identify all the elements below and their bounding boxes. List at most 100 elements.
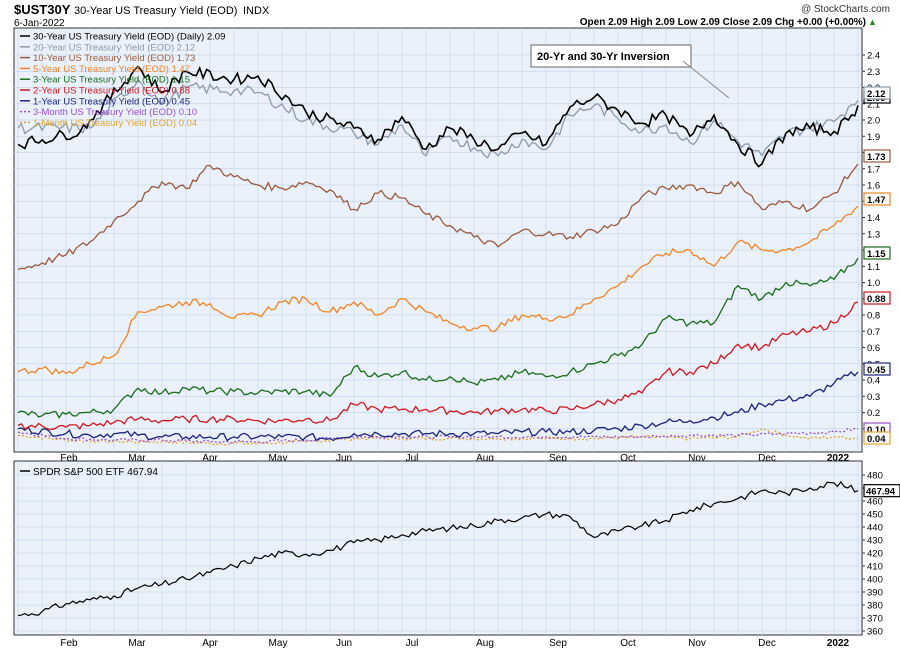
spy-grid — [14, 461, 862, 635]
yield-last-value-tags: 2.092.121.731.471.150.880.450.100.04 — [863, 86, 891, 445]
spy-tick-label: 440 — [867, 523, 883, 534]
yield-x-tick-label: Mar — [128, 453, 146, 464]
yield-x-tick-label: Dec — [758, 453, 776, 464]
yield-tick-label: 2.0 — [867, 116, 880, 127]
yield-tick-label: 0.6 — [867, 343, 880, 354]
spy-tick-label: 480 — [867, 471, 883, 482]
yield-legend: 30-Year US Treasury Yield (EOD) (Daily) … — [20, 32, 225, 129]
yield-tick-label: 0.3 — [867, 392, 880, 403]
spy-x-tick-label: 2022 — [827, 638, 850, 649]
series-line-y10 — [17, 163, 859, 271]
last-value-text-y2: 0.88 — [867, 294, 886, 305]
yield-panel: 2.42.32.22.12.01.91.81.71.61.51.41.31.21… — [13, 27, 891, 453]
yield-tick-label: 0.4 — [867, 376, 880, 387]
yield-x-tick-label: Feb — [60, 453, 78, 464]
yield-x-tick-label: Oct — [620, 453, 636, 464]
annotation-label: 20-Yr and 30-Yr Inversion — [537, 51, 670, 63]
spy-series — [17, 480, 859, 617]
last-value-tag-y20 — [863, 86, 891, 100]
last-value-text-y3: 1.15 — [867, 249, 886, 260]
spy-x-tick-label: Mar — [128, 638, 146, 649]
yield-grid — [14, 28, 862, 452]
symbol-label: $UST30Y — [14, 2, 71, 17]
yield-series — [17, 65, 859, 446]
spy-tick-label: 400 — [867, 575, 883, 586]
legend-label-y20: 20-Year US Treasury Yield (EOD) 2.12 — [33, 42, 195, 53]
yield-x-tick-label: Sep — [549, 453, 567, 464]
yield-tick-label: 1.3 — [867, 229, 880, 240]
spy-x-tick-label: Feb — [60, 638, 78, 649]
legend-label-y10: 10-Year US Treasury Yield (EOD) 1.73 — [33, 53, 195, 64]
series-line-m1 — [17, 428, 859, 446]
spy-legend: SPDR S&P 500 ETF 467.94 — [20, 467, 158, 478]
up-arrow-icon: ▲ — [868, 17, 877, 27]
yield-x-tick-label: Apr — [202, 453, 218, 464]
spy-tick-label: 460 — [867, 497, 883, 508]
yield-x-tick-label: May — [269, 453, 288, 464]
exchange-label: INDX — [243, 5, 270, 17]
annotation-pointer — [682, 60, 730, 99]
spy-x-tick-label: Jun — [336, 638, 352, 649]
yield-tick-label: 1.9 — [867, 132, 880, 143]
yield-tick-label: 2.1 — [867, 99, 880, 110]
series-line-y1 — [17, 371, 859, 442]
yield-tick-label: 1.1 — [867, 262, 880, 273]
yield-y-axis: 2.42.32.22.12.01.91.81.71.61.51.41.31.21… — [862, 51, 880, 435]
spy-tick-label: 370 — [867, 614, 883, 625]
series-line-y5 — [17, 205, 859, 376]
spy-x-tick-label: Sep — [549, 638, 567, 649]
yield-tick-label: 1.6 — [867, 181, 880, 192]
credit-label: @ StockCharts.com — [801, 4, 890, 15]
yield-x-tick-label: Nov — [688, 453, 706, 464]
last-value-tag-y10 — [863, 149, 891, 163]
spy-last-value-tag: 467.94 — [863, 484, 900, 498]
quote-line: Open 2.09 High 2.09 Low 2.09 Close 2.09 … — [580, 17, 866, 28]
yield-tick-label: 1.7 — [867, 164, 880, 175]
spy-x-axis: Feb Mar Apr May Jun Jul Aug Sep Oct Nov Dec 2022 — [60, 638, 849, 649]
legend-label-m3: 3-Month US Treasury Yield (EOD) 0.10 — [33, 107, 197, 118]
last-value-text-m3: 0.10 — [867, 425, 886, 436]
legend-label-y30: 30-Year US Treasury Yield (EOD) (Daily) … — [33, 32, 225, 43]
chart-title: 30-Year US Treasury Yield (EOD) — [74, 5, 237, 17]
spy-x-tick-label: Oct — [620, 638, 636, 649]
spy-x-tick-label: Nov — [688, 638, 706, 649]
spy-tick-label: 430 — [867, 536, 883, 547]
spy-tick-label: 450 — [867, 510, 883, 521]
spy-tick-label: 420 — [867, 549, 883, 560]
last-value-text-m1: 0.04 — [867, 434, 886, 445]
last-value-text-spy: 467.94 — [866, 487, 896, 498]
legend-label-y1: 1-Year US Treasury Yield (EOD) 0.45 — [33, 96, 190, 107]
yield-x-tick-label: Jun — [336, 453, 352, 464]
yield-x-tick-label: Aug — [476, 453, 494, 464]
yield-tick-label: 0.8 — [867, 311, 880, 322]
spy-x-tick-label: May — [269, 638, 288, 649]
spy-tick-label: 410 — [867, 562, 883, 573]
spy-legend-label: SPDR S&P 500 ETF 467.94 — [33, 467, 158, 478]
spy-x-tick-label: Aug — [476, 638, 494, 649]
spy-tick-label: 390 — [867, 588, 883, 599]
yield-tick-label: 2.3 — [867, 67, 880, 78]
yield-x-tick-label: 2022 — [827, 453, 850, 464]
series-line-y3 — [17, 257, 859, 419]
spy-x-tick-label: Apr — [202, 638, 218, 649]
last-value-text-y1: 0.45 — [867, 365, 886, 376]
legend-label-y3: 3-Year US Treasury Yield (EOD) 1.15 — [33, 75, 190, 86]
legend-label-m1: 1-Month US Treasury Yield (EOD) 0.04 — [33, 118, 197, 129]
series-line-y2 — [17, 301, 859, 431]
spy-x-tick-label: Jul — [406, 638, 419, 649]
yield-x-tick-label: Jul — [406, 453, 419, 464]
inversion-annotation: 20-Yr and 30-Yr Inversion — [530, 44, 730, 99]
spy-panel: 480470460450440430420410400390380370360 … — [13, 460, 900, 638]
spy-x-tick-label: Dec — [758, 638, 776, 649]
last-value-text-y20: 2.12 — [867, 89, 886, 100]
yield-tick-label: 0.2 — [867, 408, 880, 419]
last-value-text-y5: 1.47 — [867, 195, 886, 206]
series-line-spy — [17, 480, 859, 617]
last-value-tag-y1 — [863, 362, 891, 376]
yield-tick-label: 0.7 — [867, 327, 880, 338]
last-value-text-y10: 1.73 — [867, 152, 886, 163]
legend-label-y5: 5-Year US Treasury Yield (EOD) 1.47 — [33, 64, 190, 75]
spy-y-axis: 480470460450440430420410400390380370360 — [862, 471, 883, 638]
series-line-y30 — [17, 65, 859, 168]
